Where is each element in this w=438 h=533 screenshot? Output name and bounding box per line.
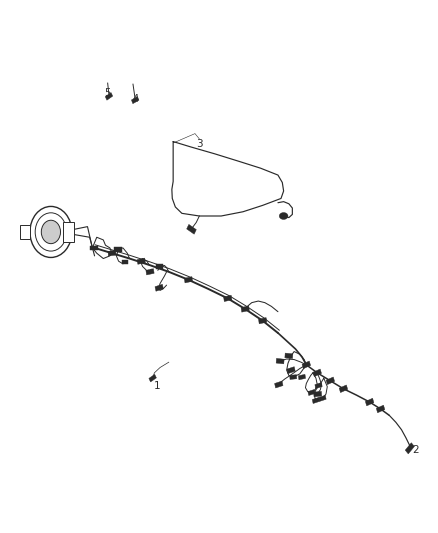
Text: 1: 1 xyxy=(153,381,160,391)
Bar xyxy=(287,367,295,374)
Bar xyxy=(308,390,315,395)
Bar xyxy=(290,375,297,379)
Bar xyxy=(276,358,284,364)
Bar xyxy=(149,374,156,382)
Bar xyxy=(187,224,196,234)
Bar xyxy=(137,258,145,264)
Text: 5: 5 xyxy=(105,88,111,99)
Bar xyxy=(108,251,116,256)
Bar xyxy=(319,395,326,401)
FancyBboxPatch shape xyxy=(20,225,30,239)
Bar xyxy=(275,381,283,388)
Bar xyxy=(114,247,122,252)
Bar xyxy=(326,377,335,385)
Bar xyxy=(405,443,414,454)
Bar xyxy=(241,306,249,312)
Circle shape xyxy=(35,213,67,251)
Circle shape xyxy=(41,220,60,244)
Circle shape xyxy=(30,206,72,257)
FancyBboxPatch shape xyxy=(64,222,74,241)
Bar xyxy=(339,385,348,393)
Bar xyxy=(365,398,374,406)
Bar xyxy=(302,361,311,369)
Text: 3: 3 xyxy=(196,139,203,149)
Bar xyxy=(122,260,128,264)
Bar xyxy=(90,246,98,250)
Bar xyxy=(298,374,306,380)
Bar xyxy=(312,398,320,403)
Text: 4: 4 xyxy=(133,94,139,104)
Bar xyxy=(131,96,139,104)
Bar xyxy=(314,391,321,397)
Bar xyxy=(315,383,322,389)
Bar xyxy=(258,318,267,324)
Bar xyxy=(156,264,162,269)
Bar xyxy=(285,353,293,359)
Bar xyxy=(376,405,385,413)
Text: 2: 2 xyxy=(413,445,419,455)
Bar xyxy=(224,295,232,302)
Ellipse shape xyxy=(279,213,288,220)
Bar xyxy=(313,369,321,377)
Bar xyxy=(105,93,113,100)
Bar xyxy=(155,284,163,291)
Bar xyxy=(184,277,193,283)
Bar xyxy=(146,269,154,275)
